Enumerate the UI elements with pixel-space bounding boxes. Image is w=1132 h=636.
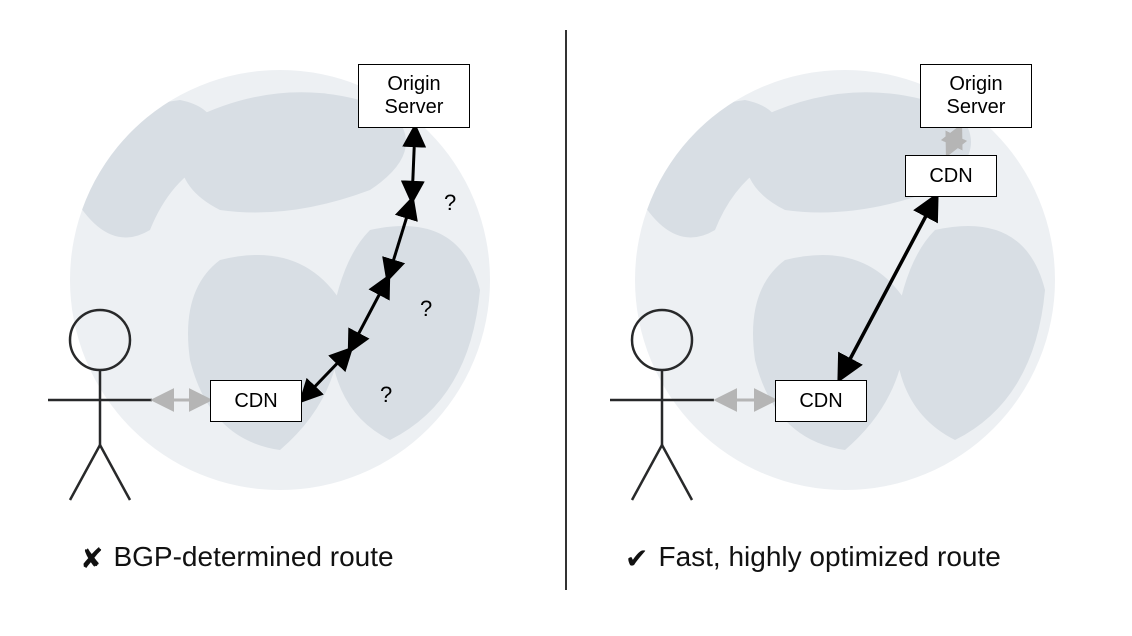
origin-server-label-right: OriginServer <box>947 73 1006 119</box>
qmark-2: ? <box>420 296 432 322</box>
caption-right: ✔ Fast, highly optimized route <box>625 540 1001 573</box>
cdn-label-left: CDN <box>234 390 277 413</box>
caption-left-text: BGP-determined route <box>113 541 393 572</box>
cdn-top-label-right: CDN <box>929 165 972 188</box>
cdn-box-top-right: CDN <box>905 155 997 197</box>
cdn-bot-label-right: CDN <box>799 390 842 413</box>
origin-server-box-left: OriginServer <box>358 64 470 128</box>
qmark-1: ? <box>380 382 392 408</box>
caption-left: ✘ BGP-determined route <box>80 540 394 573</box>
qmark-3: ? <box>444 190 456 216</box>
caption-right-text: Fast, highly optimized route <box>658 541 1000 572</box>
cdn-box-bottom-right: CDN <box>775 380 867 422</box>
origin-server-box-right: OriginServer <box>920 64 1032 128</box>
origin-server-label-left: OriginServer <box>385 73 444 119</box>
check-icon: ✔ <box>625 542 648 575</box>
cross-icon: ✘ <box>80 542 103 575</box>
cdn-box-left: CDN <box>210 380 302 422</box>
